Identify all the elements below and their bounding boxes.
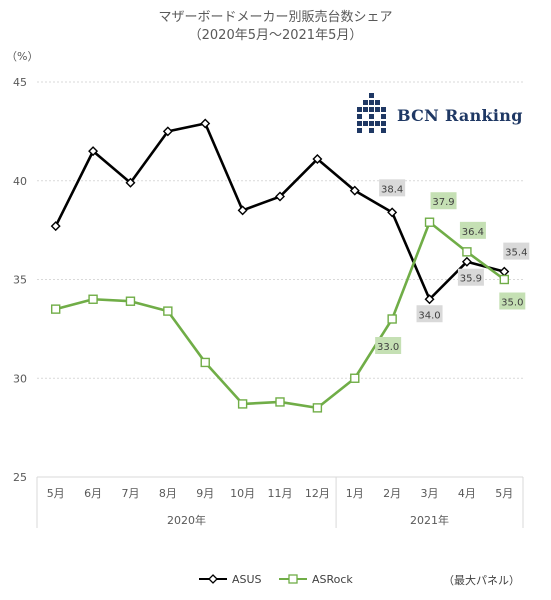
data-point-asrock <box>312 403 323 413</box>
legend-item-asus: ASUS <box>198 571 262 587</box>
data-point-asus <box>387 207 398 218</box>
data-label: 35.9 <box>460 274 482 285</box>
x-tick-label: 1月 <box>346 487 364 500</box>
x-tick-label: 10月 <box>230 487 255 500</box>
data-label-box <box>499 292 526 310</box>
y-tick-label: 35 <box>13 274 27 287</box>
data-point-asrock <box>237 399 248 409</box>
data-point-asrock <box>88 294 98 304</box>
data-label: 34.0 <box>418 310 440 321</box>
x-tick-label: 4月 <box>458 487 476 500</box>
y-tick-label: 40 <box>13 175 27 188</box>
data-label-box <box>503 242 530 260</box>
legend-asrock-label: ASRock <box>312 572 353 586</box>
x-tick-label: 5月 <box>47 487 65 500</box>
legend-asrock-swatch <box>279 574 307 584</box>
data-label: 38.4 <box>381 184 403 195</box>
data-point-asrock <box>462 247 472 257</box>
data-point-asrock <box>163 306 173 316</box>
x-tick-label: 6月 <box>84 487 102 500</box>
data-point-asrock <box>275 397 285 407</box>
data-point-asrock <box>50 304 61 314</box>
data-label: 35.4 <box>505 248 527 259</box>
x-tick-label: 7月 <box>121 487 139 500</box>
data-point-asrock <box>350 373 360 383</box>
data-label: 35.0 <box>501 298 523 309</box>
chart-subtitle: （2020年5月～2021年5月） <box>188 28 363 43</box>
panel-size-note: （最大パネル） <box>443 574 520 587</box>
x-group-label: 2021年 <box>410 513 449 527</box>
x-tick-label: 5月 <box>495 487 513 500</box>
data-point-asus <box>499 266 510 277</box>
data-point-asrock <box>499 274 510 285</box>
data-point-asus <box>125 177 136 188</box>
data-point-asrock <box>200 357 210 368</box>
data-point-asus <box>312 154 323 165</box>
data-label: 37.9 <box>432 197 454 208</box>
series-line-asus <box>54 122 505 301</box>
data-point-asus <box>424 294 435 305</box>
data-label-box <box>457 268 484 286</box>
data-point-asus <box>162 126 173 137</box>
data-point-asrock <box>424 217 435 227</box>
data-label-box <box>416 305 443 323</box>
logo-text: BCN Ranking <box>397 105 523 125</box>
legend-item-asrock: ASRock <box>278 571 353 587</box>
x-tick-label: 11月 <box>268 487 293 500</box>
data-label-box <box>459 221 486 239</box>
y-tick-label: 25 <box>13 471 27 484</box>
bcn-logo-icon <box>357 93 386 133</box>
legend-asus-label: ASUS <box>232 572 262 586</box>
y-tick-label: 45 <box>13 76 27 89</box>
data-point-asus <box>461 256 472 267</box>
data-point-asus <box>349 185 360 196</box>
x-tick-label: 2月 <box>383 487 401 500</box>
data-label-box <box>379 179 406 197</box>
chart-title: マザーボードメーカー別販売台数シェア <box>158 10 393 25</box>
data-point-asus <box>237 205 248 216</box>
x-tick-label: 8月 <box>159 487 177 500</box>
data-label-box <box>430 192 457 210</box>
data-label: 36.4 <box>462 227 484 238</box>
x-tick-label: 12月 <box>305 487 330 500</box>
data-point-asus <box>200 118 211 129</box>
data-point-asrock <box>387 314 397 324</box>
legend-asus-swatch <box>199 574 227 584</box>
x-tick-label: 9月 <box>196 487 214 500</box>
x-tick-label: 3月 <box>421 487 439 500</box>
y-axis-unit: （%） <box>6 50 39 63</box>
bcn-ranking-logo: BCN Ranking <box>357 93 523 137</box>
data-label: 33.0 <box>377 342 399 353</box>
data-label-box <box>375 337 402 354</box>
data-point-asus <box>88 146 99 157</box>
y-tick-label: 30 <box>13 372 27 385</box>
data-point-asus <box>50 221 61 232</box>
data-point-asus <box>275 191 285 202</box>
data-point-asrock <box>125 296 136 306</box>
x-group-label: 2020年 <box>167 513 206 527</box>
